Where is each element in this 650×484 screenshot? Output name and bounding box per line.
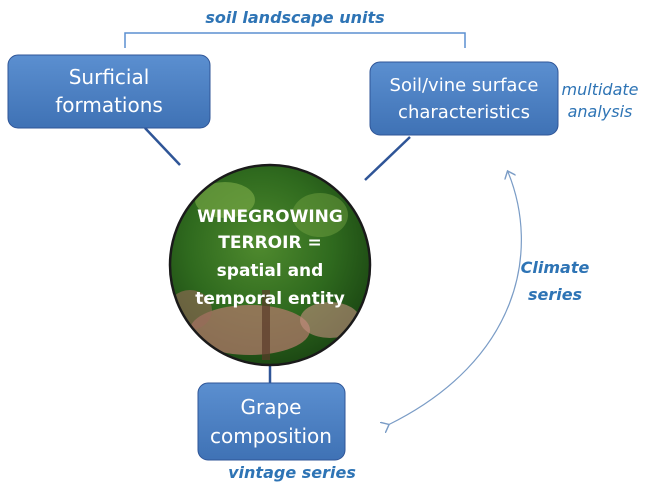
node-label: Surficial [69,65,150,89]
annotation: Climate [521,258,590,277]
node-box [7,54,211,129]
connector [144,127,181,166]
annotation: series [528,285,582,304]
bracket [124,32,466,48]
node-label: Grape [241,395,302,419]
cycle-arrow [388,172,522,425]
center-label: temporal entity [195,289,345,309]
center-label: TERROIR = [218,233,321,253]
node-label: characteristics [398,102,530,123]
annotation: vintage series [228,463,356,482]
node-box [369,61,559,136]
connector [364,136,411,181]
node-label: composition [210,424,332,448]
center-label: WINEGROWING [197,207,343,227]
node-box [197,382,346,461]
node-label: Soil/vine surface [390,75,539,96]
node-label: formations [55,93,163,117]
annotation: analysis [568,102,633,121]
annotation: multidate [562,80,639,99]
circle-border [168,163,372,367]
top-label: soil landscape units [205,8,384,27]
center-label: spatial and [217,261,324,281]
terroir-image [170,165,370,365]
